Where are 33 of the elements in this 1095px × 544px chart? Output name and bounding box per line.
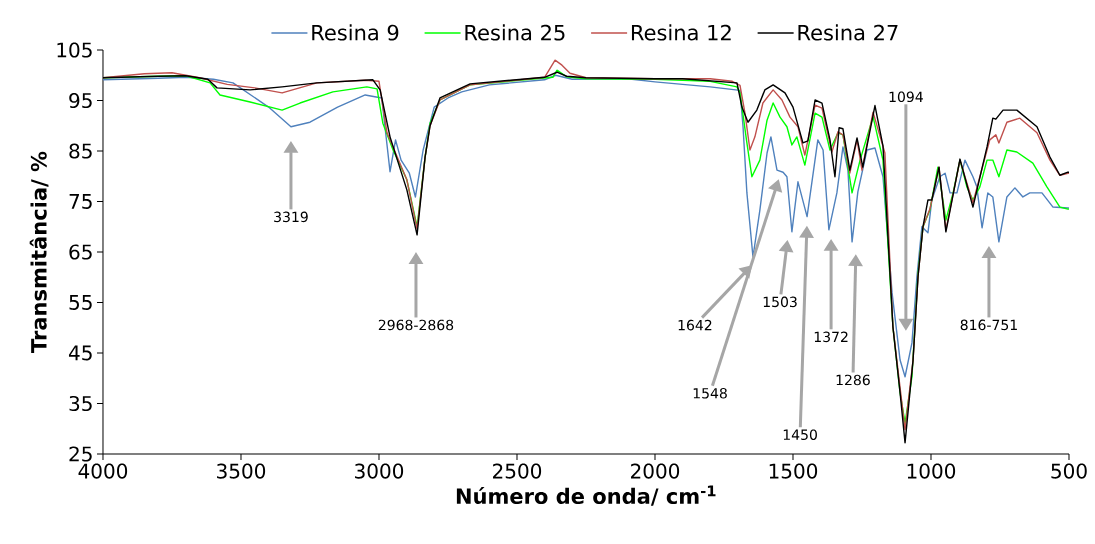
x-tick-label: 2500 [493,463,542,479]
legend-label: Resina 9 [312,24,399,41]
annotation: 2968-2868 [378,319,454,331]
x-tick-label: 3500 [217,463,266,479]
y-tick-label: 85 [69,143,92,159]
x-tick-label: 3000 [355,463,404,479]
annotation: 1094 [889,91,923,103]
y-tick-label: 45 [68,345,92,361]
legend-label: Resina 27 [798,24,898,41]
x-tick-label: 1500 [769,463,818,479]
annotation: 1503 [763,296,797,308]
x-axis-title: Número de onda/ cm$^{-1}$ [456,485,716,506]
x-tick-label: 2000 [631,463,680,479]
annotation: 3319 [274,211,308,223]
annotation: 1548 [693,387,727,399]
annotation: 816-751 [960,319,1017,331]
x-tick-label: 1000 [907,463,956,479]
y-tick-label: 55 [69,295,92,310]
annotation: 1450 [783,429,817,441]
y-tick-label: 75 [69,194,92,209]
x-tick-label: 500 [1051,463,1087,479]
x-tick-label: 4000 [78,463,128,479]
y-tick-label: 95 [69,92,92,109]
legend-label: Resina 12 [631,24,731,41]
annotation: 1372 [814,331,848,343]
y-tick-label: 65 [69,244,92,260]
annotation: 1286 [836,374,870,386]
annotation: 1642 [678,319,712,331]
y-tick-label: 35 [69,395,92,412]
y-axis-title: Transmitância/ % [29,151,49,353]
legend-label: Resina 25 [465,24,565,41]
y-tick-label: 25 [69,446,92,462]
y-tick-label: 105 [57,42,92,58]
